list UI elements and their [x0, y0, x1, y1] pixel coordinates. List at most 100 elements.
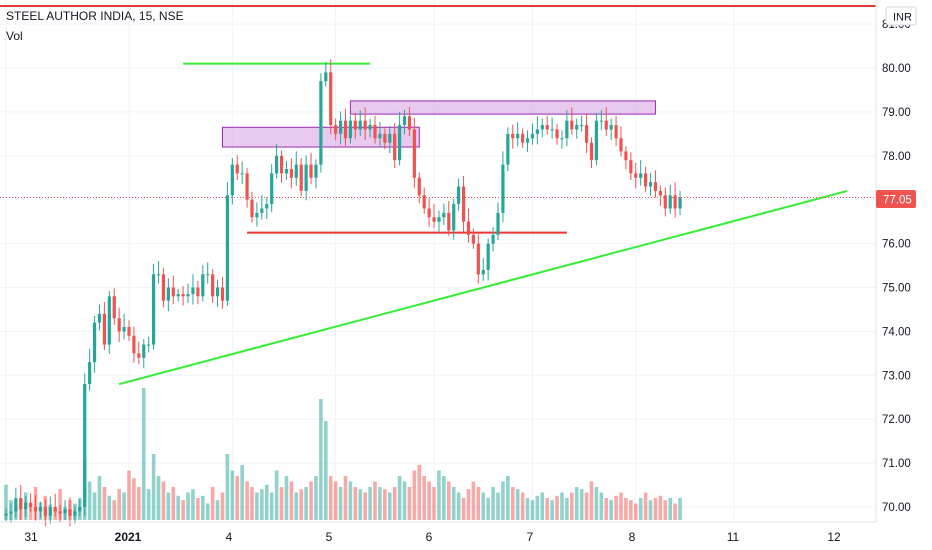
candlesticks: [4, 59, 682, 527]
candle-body: [97, 313, 102, 323]
price-tick-label: 74.00: [882, 326, 911, 338]
time-axis[interactable]: 31 2021 4 5 6 7 8 11 12: [24, 530, 841, 544]
chart-title: STEEL AUTHOR INDIA, 15, NSE: [6, 9, 184, 23]
price-axis[interactable]: 81.0080.0079.0078.0077.0076.0075.0074.00…: [882, 19, 911, 514]
candle-body: [358, 120, 362, 130]
volume-bar: [210, 487, 215, 520]
candle-body: [624, 151, 628, 161]
candle-body: [511, 133, 515, 139]
candle-body: [102, 313, 106, 345]
candle-body: [427, 208, 431, 218]
rectangle-zones[interactable]: [221, 100, 656, 148]
rectangle-zone[interactable]: [349, 100, 656, 115]
volume-bar: [668, 498, 672, 520]
volume-bar: [255, 492, 259, 520]
candle-body: [92, 322, 97, 363]
candle-body: [378, 133, 382, 139]
volume-bar: [629, 500, 633, 520]
candle-body: [663, 195, 667, 209]
volume-bar: [427, 481, 431, 520]
volume-bar: [156, 476, 161, 520]
candle-body: [334, 125, 338, 134]
candle-body: [565, 120, 569, 139]
volume-bar: [550, 500, 554, 520]
volume-bars: [4, 388, 682, 520]
candle-body: [107, 296, 111, 345]
volume-bar: [186, 492, 190, 520]
trend-line[interactable]: [118, 189, 848, 386]
candle-body: [634, 173, 638, 178]
candle-body: [19, 498, 23, 510]
price-tick-label: 76.00: [882, 239, 911, 251]
volume-bar: [358, 489, 363, 520]
candle-body: [314, 164, 318, 178]
volume-bar: [97, 476, 102, 520]
volume-bar: [166, 492, 171, 520]
price-tick-label: 75.00: [882, 283, 911, 295]
price-tick-label: 70.00: [882, 502, 911, 514]
volume-bar: [535, 495, 540, 520]
candle-body: [122, 327, 126, 332]
volume-bar: [274, 470, 279, 520]
candle-body: [275, 155, 279, 174]
candle-body: [550, 129, 554, 131]
candle-body: [471, 234, 475, 244]
candle-body: [368, 125, 372, 130]
candle-body: [619, 138, 623, 152]
volume-bar: [328, 476, 333, 520]
candle-body: [147, 344, 151, 346]
volume-bar: [486, 498, 490, 520]
candle-body: [309, 164, 313, 178]
candle-body: [486, 243, 490, 270]
candle-body: [442, 212, 446, 218]
candle-body: [457, 186, 461, 205]
volume-bar: [141, 388, 146, 520]
volume-bar: [117, 489, 121, 520]
candle-body: [609, 125, 613, 130]
candle-body: [142, 344, 146, 358]
candle-body: [388, 133, 392, 143]
price-tick-label: 71.00: [882, 458, 911, 470]
candle-body: [137, 353, 141, 358]
candle-body: [112, 296, 116, 319]
volume-bar: [102, 487, 107, 520]
volume-bar: [506, 476, 510, 520]
volume-bar: [437, 470, 441, 520]
volume-bar: [58, 489, 62, 520]
candle-body: [166, 287, 170, 301]
last-price-badge: 77.05: [876, 190, 916, 208]
candle-body: [580, 125, 584, 127]
volume-bar: [225, 454, 230, 520]
time-tick-label: 11: [727, 530, 740, 544]
candle-body: [211, 274, 215, 297]
volume-bar: [658, 495, 663, 520]
volume-bar: [112, 500, 117, 520]
volume-bar: [215, 500, 220, 520]
volume-bar: [205, 503, 210, 520]
volume-bar: [442, 476, 446, 520]
candle-body: [284, 168, 289, 174]
candle-body: [220, 287, 225, 301]
volume-bar: [299, 489, 303, 520]
candle-body: [29, 502, 33, 507]
currency-label: INR: [893, 12, 912, 24]
price-tick-label: 78.00: [882, 151, 911, 163]
candle-body: [614, 125, 618, 139]
volume-bar: [594, 487, 599, 520]
volume-bar: [132, 478, 136, 520]
volume-bar: [579, 489, 584, 520]
volume-bar: [348, 481, 353, 520]
currency-button[interactable]: INR: [885, 6, 917, 26]
candle-body: [235, 164, 239, 174]
candle-body: [156, 274, 161, 276]
volume-bar: [392, 487, 397, 520]
candle-body: [648, 182, 653, 187]
candle-body: [476, 243, 480, 275]
candle-body: [279, 155, 284, 174]
volume-bar: [432, 487, 436, 520]
candle-body: [540, 125, 544, 130]
drawing-lines[interactable]: [0, 62, 876, 386]
volume-bar: [387, 492, 392, 520]
volume-bar: [250, 487, 254, 520]
